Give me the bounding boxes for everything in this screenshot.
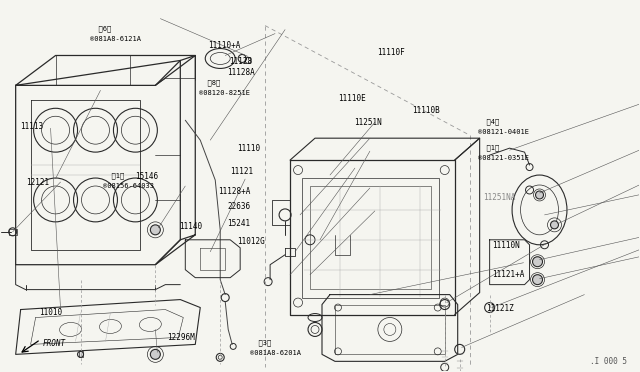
Text: 22636: 22636	[227, 202, 250, 211]
Text: 11121+A: 11121+A	[492, 270, 525, 279]
Text: 1: 1	[103, 172, 124, 179]
Text: 11251NA: 11251NA	[483, 193, 515, 202]
Text: 12296M: 12296M	[167, 333, 195, 343]
Text: 11140: 11140	[179, 222, 203, 231]
Text: 8: 8	[198, 79, 220, 86]
Circle shape	[150, 225, 161, 235]
Text: ®08120-8251E: ®08120-8251E	[198, 90, 250, 96]
Text: 11110: 11110	[237, 144, 260, 153]
Text: ®08156-64033: ®08156-64033	[103, 183, 154, 189]
Text: 15146: 15146	[135, 172, 158, 181]
Text: ®08121-0401E: ®08121-0401E	[478, 129, 529, 135]
Text: 11121Z: 11121Z	[486, 304, 514, 313]
Text: 11012G: 11012G	[237, 237, 265, 246]
Text: .I 000 5: .I 000 5	[590, 357, 627, 366]
Circle shape	[150, 349, 161, 359]
Text: FRONT: FRONT	[43, 339, 66, 348]
Circle shape	[536, 191, 543, 199]
Text: 11113: 11113	[20, 122, 43, 131]
Text: 11128+A: 11128+A	[218, 187, 250, 196]
Text: ®081A8-6121A: ®081A8-6121A	[90, 36, 141, 42]
Text: 3: 3	[250, 339, 271, 346]
Text: 15241: 15241	[227, 219, 250, 228]
Text: ®08121-0351E: ®08121-0351E	[478, 155, 529, 161]
Circle shape	[532, 275, 543, 285]
Text: 11121: 11121	[230, 167, 253, 176]
Text: 11110E: 11110E	[338, 94, 365, 103]
Text: 11010: 11010	[39, 308, 62, 317]
Circle shape	[550, 221, 559, 229]
Text: 12121: 12121	[26, 178, 49, 187]
Circle shape	[77, 352, 83, 357]
Text: 1: 1	[478, 145, 500, 151]
Text: 11110B: 11110B	[413, 106, 440, 115]
Circle shape	[532, 257, 543, 267]
Text: 11128: 11128	[229, 57, 252, 66]
Text: 11251N: 11251N	[354, 119, 381, 128]
Text: 4: 4	[478, 119, 500, 125]
Text: 11128A: 11128A	[227, 68, 255, 77]
Bar	[302, 178, 439, 298]
Text: 11110N: 11110N	[492, 241, 520, 250]
Bar	[335, 305, 445, 355]
Text: ®081A8-6201A: ®081A8-6201A	[250, 350, 301, 356]
Text: 11110+A: 11110+A	[208, 41, 241, 50]
Text: 11110F: 11110F	[378, 48, 405, 57]
Bar	[310, 186, 431, 289]
Text: 6: 6	[90, 26, 111, 32]
